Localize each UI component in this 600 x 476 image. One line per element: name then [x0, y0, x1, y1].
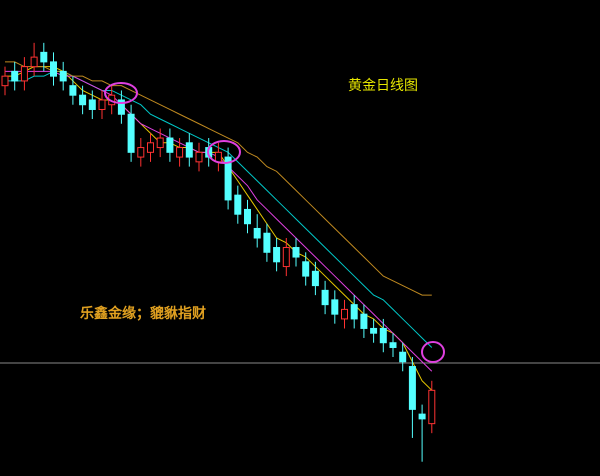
candle-body: [176, 147, 184, 158]
candle-body: [224, 156, 232, 201]
candle-body: [302, 261, 310, 277]
candle-body: [273, 247, 281, 263]
candle-body: [20, 66, 28, 82]
candle-body: [79, 94, 87, 106]
candle-body: [253, 227, 261, 239]
candle-body: [379, 327, 387, 344]
candle-body: [428, 389, 436, 425]
candle-body: [59, 70, 67, 82]
candle-body: [360, 313, 368, 329]
candle-body: [156, 137, 164, 149]
candle-body: [389, 342, 397, 348]
candle-body: [185, 142, 193, 158]
candle-body: [282, 247, 290, 268]
candle-body: [117, 99, 125, 115]
candle-body: [40, 51, 48, 63]
candle-body: [11, 70, 19, 82]
candle-body: [147, 142, 154, 153]
candle-body: [214, 151, 222, 163]
moving-average-line: [5, 61, 432, 296]
candle-body: [30, 56, 38, 68]
candle-body: [350, 304, 358, 320]
candle-body: [321, 289, 329, 306]
candle-body: [234, 194, 242, 215]
candle-body: [137, 147, 145, 158]
candle-body: [1, 75, 9, 87]
candle-body: [166, 137, 174, 153]
candle-body: [50, 61, 57, 77]
chart-title: 黄金日线图: [348, 77, 418, 94]
candle-body: [399, 351, 407, 363]
candle-body: [418, 413, 426, 420]
candle-body: [370, 327, 378, 334]
candle-body: [263, 232, 271, 253]
highlight-circle: [104, 82, 138, 104]
watermark: 乐鑫金缘；貔貅指财: [80, 305, 206, 322]
candle-body: [98, 99, 106, 110]
candle-body: [244, 208, 251, 225]
candle-body: [195, 151, 203, 163]
candle-body: [127, 113, 135, 153]
candle-body: [341, 308, 348, 320]
plot-area: [1, 42, 436, 462]
highlight-circle: [421, 341, 445, 363]
candle-body: [292, 247, 300, 258]
highlight-circle: [207, 140, 241, 164]
candle-body: [69, 85, 77, 96]
candle-body: [408, 366, 416, 410]
candle-body: [331, 299, 339, 315]
candle-body: [88, 99, 96, 110]
candle-body: [311, 270, 319, 287]
